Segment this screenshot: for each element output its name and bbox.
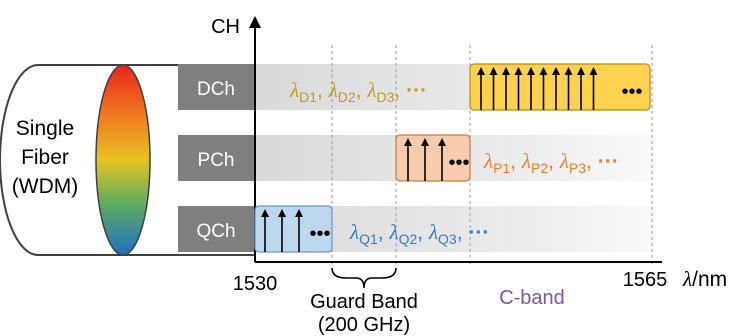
- x-axis-label: λ/nm: [682, 267, 727, 291]
- channel-arrowhead: [438, 138, 446, 146]
- pch-arrows: [404, 138, 446, 181]
- channel-arrowhead: [514, 67, 523, 75]
- channel-arrowhead: [489, 67, 498, 75]
- channel-arrowhead: [527, 67, 535, 75]
- guard-band-brace: [331, 267, 397, 289]
- dch-box-ellipsis: •••: [621, 81, 642, 103]
- pch-label-box: [178, 135, 255, 181]
- y-axis-label: CH: [211, 16, 240, 38]
- channel-arrowhead: [589, 67, 598, 75]
- tick-1530: 1530: [233, 273, 278, 295]
- channel-arrowhead: [261, 209, 269, 217]
- dch-label: DCh: [197, 79, 235, 100]
- qch-box: [254, 205, 333, 253]
- fiber-label-line2: Fiber: [21, 146, 69, 169]
- dch-label-box: [178, 64, 255, 110]
- channel-arrowhead: [477, 67, 485, 75]
- pch-box: [395, 134, 471, 182]
- qch-label-box: [178, 206, 255, 252]
- qch-box-ellipsis: •••: [309, 223, 330, 245]
- tick-1565: 1565: [623, 269, 668, 291]
- channel-arrowhead: [421, 138, 429, 146]
- fiber-label-line3: (WDM): [12, 175, 78, 198]
- c-band-label: C-band: [499, 287, 565, 309]
- channel-arrowhead: [539, 67, 548, 75]
- dch-wavelength-labels: λD1, λD2, λD3, ···: [289, 78, 427, 105]
- channel-arrowhead: [552, 67, 560, 75]
- channel-arrowhead: [295, 209, 303, 217]
- channel-arrowhead: [404, 138, 412, 146]
- qch-label: QCh: [196, 221, 235, 242]
- channel-arrowhead: [564, 67, 573, 75]
- channel-arrowhead: [502, 67, 510, 75]
- channel-arrowhead: [278, 209, 286, 217]
- guard-band-label: Guard Band: [310, 291, 418, 313]
- qch-arrows: [261, 209, 303, 252]
- guard-band-frequency: (200 GHz): [318, 314, 410, 336]
- pch-wavelength-labels: λP1, λP2, λP3, ···: [483, 149, 619, 176]
- dch-box: [469, 63, 651, 111]
- qch-wavelength-labels: λQ1, λQ2, λQ3, ···: [349, 220, 489, 247]
- channel-arrowhead: [577, 67, 585, 75]
- dch-arrows: [477, 67, 598, 110]
- fiber-end-face: [95, 64, 151, 256]
- fiber-label-line1: Single: [16, 117, 74, 140]
- pch-label: PCh: [198, 150, 235, 171]
- pch-box-ellipsis: •••: [448, 152, 469, 174]
